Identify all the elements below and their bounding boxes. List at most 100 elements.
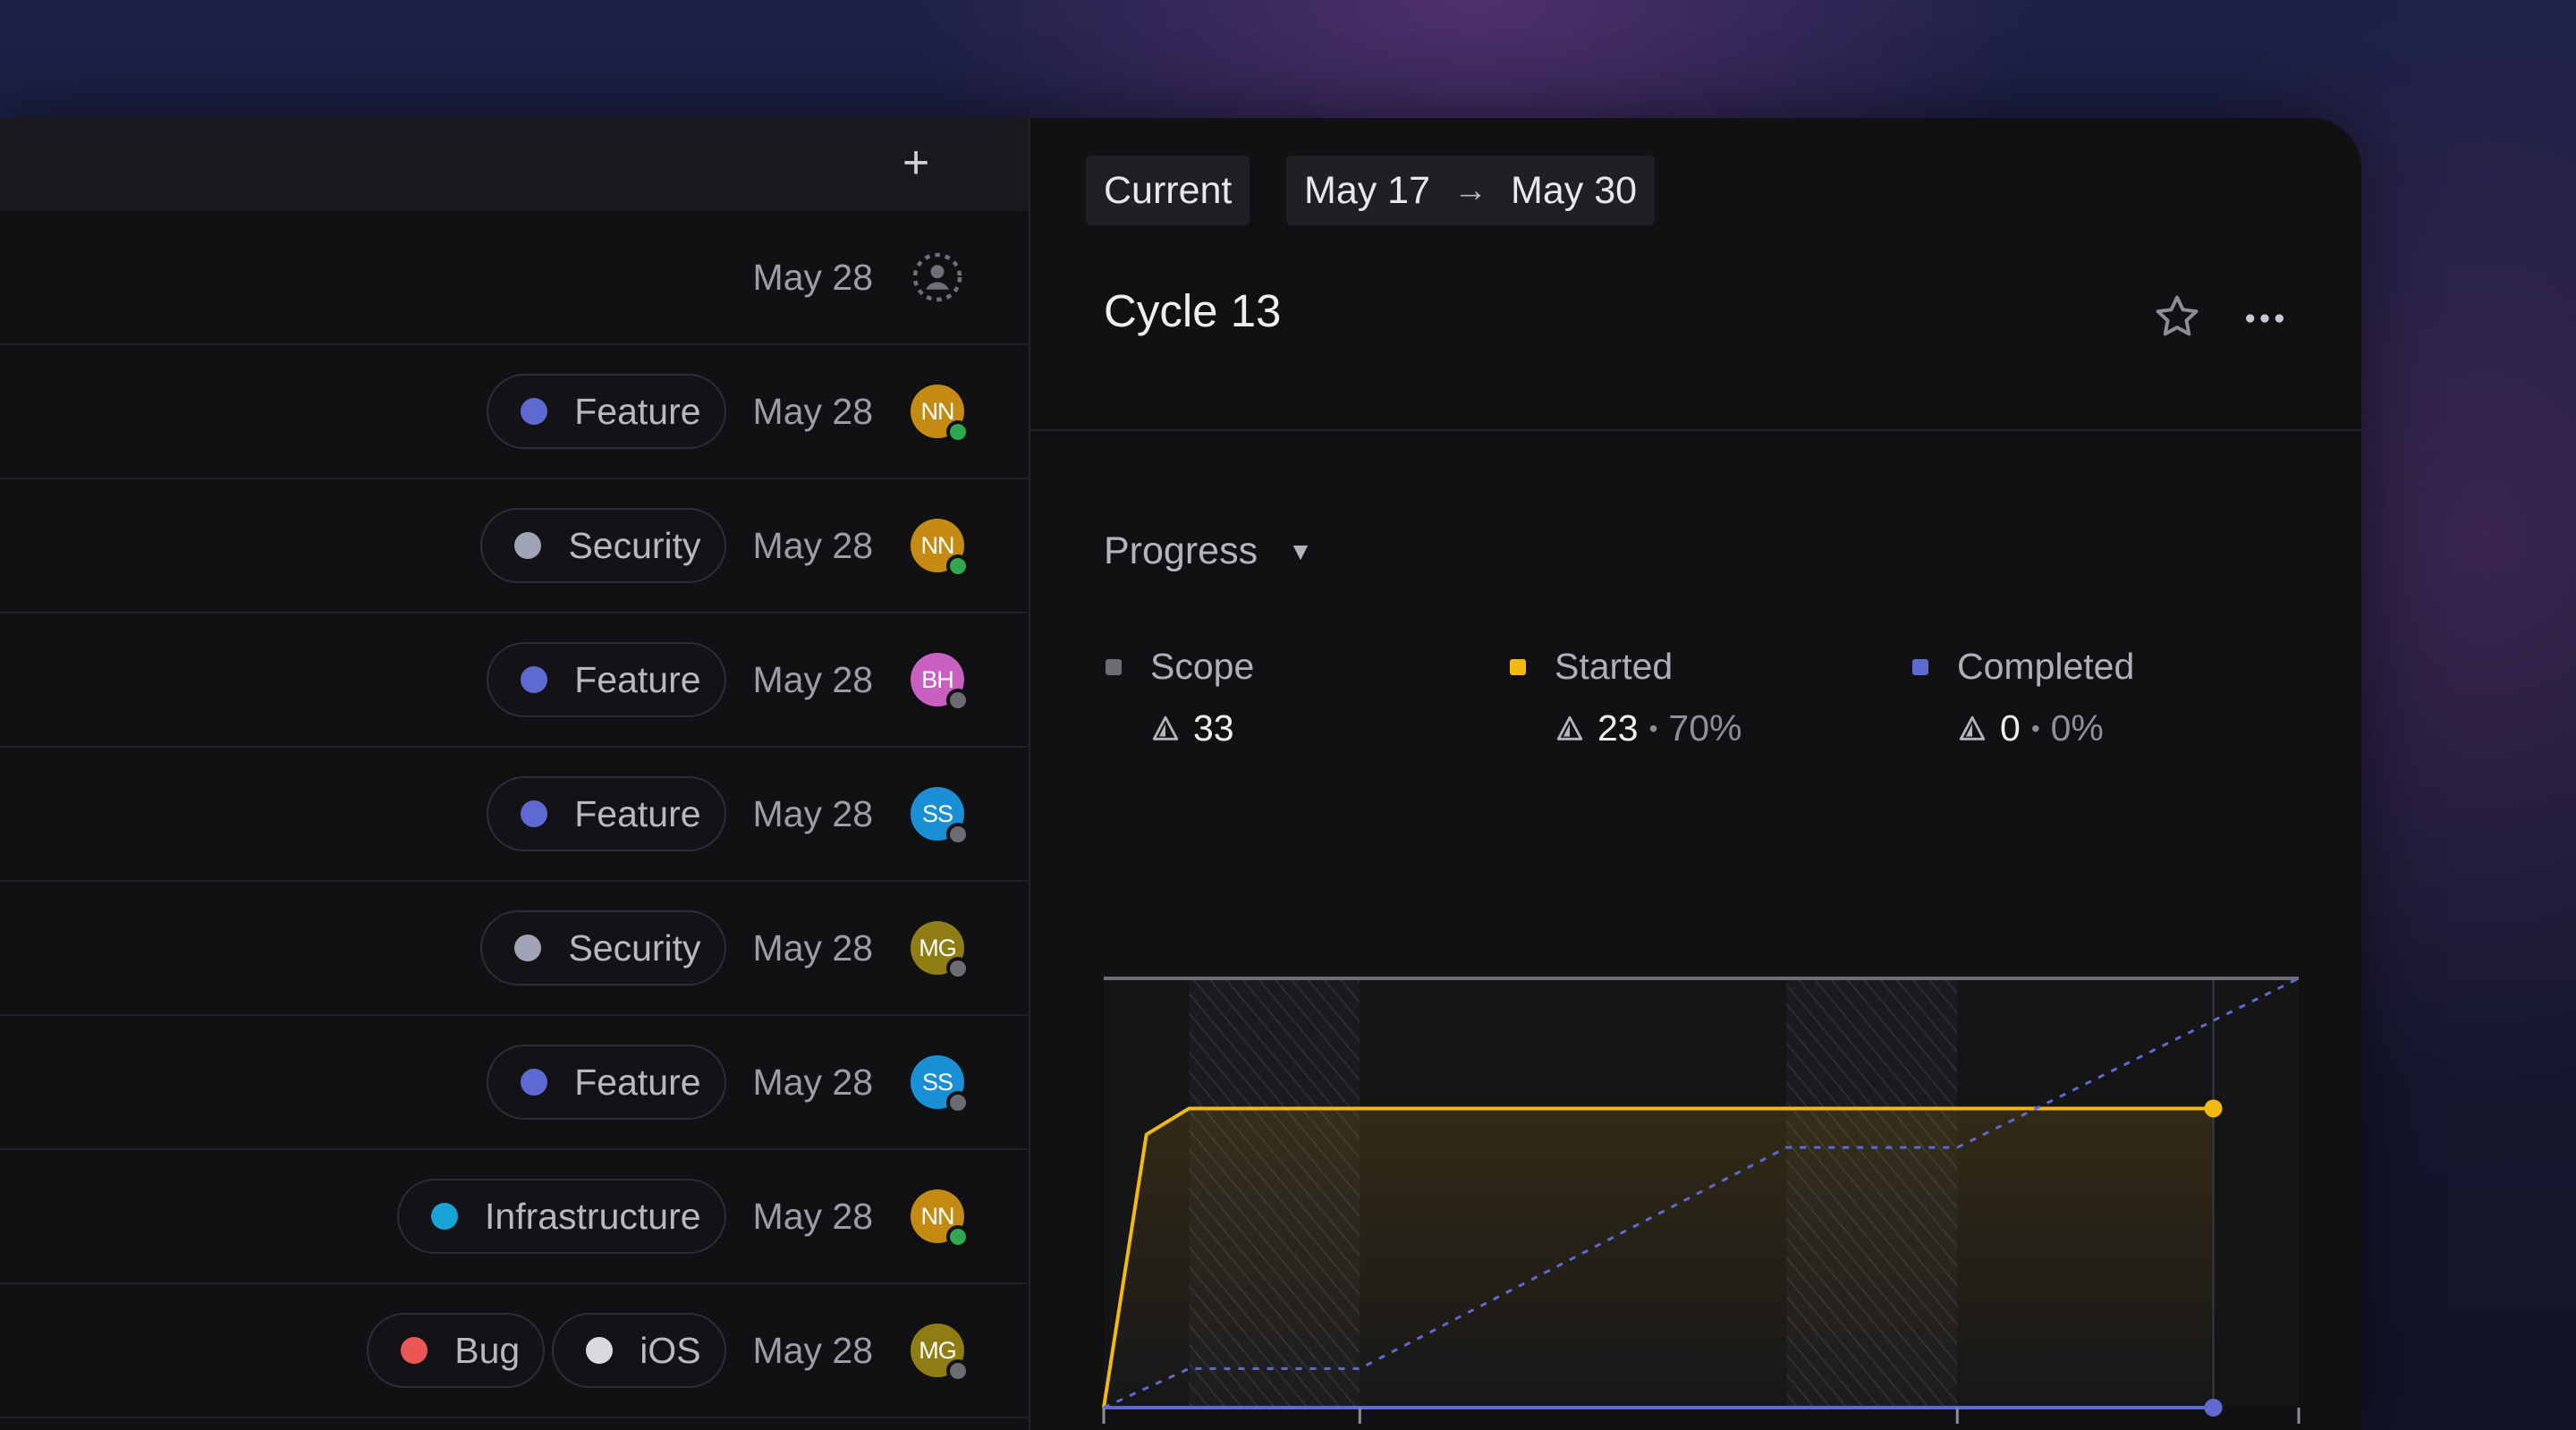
row-meta: Feature May 28 SS <box>487 748 970 880</box>
cycle-panel: Current May 17 → May 30 Cycle 13 Progres… <box>1030 118 2361 1430</box>
label-color-dot <box>521 1069 548 1096</box>
stat-value: 33 <box>1150 707 1254 749</box>
star-icon[interactable] <box>2152 292 2202 342</box>
stat-completed: Completed 0 • 0% <box>1903 646 2134 749</box>
started-area <box>1104 1108 2214 1408</box>
label-color-dot <box>514 935 542 961</box>
label-chip[interactable]: Infrastructure <box>397 1179 726 1254</box>
list-item[interactable]: Feature May 28 SS <box>0 1016 1029 1150</box>
due-date: May 28 <box>752 524 873 566</box>
progress-dropdown[interactable]: Progress ▼ <box>1104 529 1313 573</box>
list-item[interactable]: Feature May 28 BH <box>0 613 1029 748</box>
stat-scope: Scope 33 <box>1097 646 1254 749</box>
presence-status-dot <box>946 1359 970 1383</box>
stat-count: 0 <box>2000 707 2021 749</box>
more-options-icon[interactable] <box>2240 293 2290 343</box>
list-item[interactable]: Infrastructure May 28 NN <box>0 1150 1029 1284</box>
stat-header: Scope <box>1097 646 1254 688</box>
avatar[interactable]: NN <box>911 519 970 578</box>
estimate-icon <box>1556 715 1583 740</box>
label-chip[interactable]: Feature <box>487 642 726 717</box>
row-meta: Feature May 28 NN <box>487 345 970 478</box>
completed-end-point <box>2204 1399 2223 1417</box>
avatar-initials: MG <box>919 934 956 961</box>
due-date: May 28 <box>752 1329 873 1371</box>
row-meta: Security May 28 NN <box>480 479 970 612</box>
presence-status-dot <box>946 554 970 578</box>
range-start: May 17 <box>1304 168 1431 212</box>
stat-header: Started <box>1501 646 1741 688</box>
avatar[interactable]: MG <box>911 921 970 980</box>
current-cycle-pill[interactable]: Current <box>1086 156 1250 225</box>
separator-dot: • <box>1648 714 1658 742</box>
presence-status-dot <box>946 1091 970 1114</box>
label-color-dot <box>521 398 548 425</box>
label-name: Security <box>568 927 701 969</box>
row-meta: Bug iOS May 28 MG <box>367 1284 970 1417</box>
label-color-dot <box>521 666 548 693</box>
label-chip[interactable]: Bug <box>367 1313 546 1388</box>
stat-count: 33 <box>1193 707 1234 749</box>
stat-percent: 70% <box>1668 707 1742 749</box>
stat-started: Started 23 • 70% <box>1501 646 1741 749</box>
started-end-point <box>2204 1099 2223 1118</box>
avatar-initials: NN <box>920 397 955 425</box>
due-date: May 28 <box>752 256 873 298</box>
stat-name: Started <box>1555 646 1674 687</box>
row-meta: Feature May 28 SS <box>487 1016 970 1148</box>
avatar-initials: NN <box>920 1202 955 1230</box>
stat-value: 23 • 70% <box>1555 707 1741 749</box>
list-item[interactable]: Feature May 28 SS <box>0 748 1029 882</box>
label-chip[interactable]: Feature <box>487 776 726 851</box>
label-chip[interactable]: Feature <box>487 1045 726 1120</box>
row-meta: Infrastructure May 28 NN <box>397 1150 970 1282</box>
list-item[interactable]: May 28 <box>0 211 1029 345</box>
label-chip[interactable]: iOS <box>552 1313 726 1388</box>
cycle-title: Cycle 13 <box>1104 285 1282 336</box>
presence-status-dot <box>946 1225 970 1248</box>
stat-header: Completed <box>1903 646 2134 688</box>
list-item[interactable]: Security May 28 NN <box>0 479 1029 613</box>
label-chip[interactable]: Security <box>480 508 726 583</box>
avatar[interactable]: SS <box>911 787 970 846</box>
due-date: May 28 <box>752 927 873 969</box>
stat-name: Completed <box>1957 646 2135 687</box>
progress-label: Progress <box>1104 529 1258 572</box>
burnup-chart: May 17May 20May 27May 31 <box>1102 977 2301 1424</box>
estimate-icon <box>1959 715 1986 740</box>
unassigned-user-icon[interactable] <box>911 250 964 304</box>
list-item[interactable]: Security May 28 MG <box>0 882 1029 1016</box>
label-color-dot <box>514 532 542 559</box>
stat-value: 0 • 0% <box>1957 707 2134 749</box>
label-name: Feature <box>574 658 701 700</box>
label-color-dot <box>586 1337 614 1364</box>
list-item[interactable]: Bug iOS May 28 MG <box>0 1284 1029 1418</box>
label-color-dot <box>401 1337 428 1364</box>
cycle-date-range[interactable]: May 17 → May 30 <box>1286 156 1656 225</box>
label-name: Feature <box>574 390 701 432</box>
avatar-initials: BH <box>921 665 954 693</box>
label-chip[interactable]: Feature <box>487 374 726 449</box>
label-name: iOS <box>640 1329 701 1371</box>
avatar-initials: NN <box>920 531 955 559</box>
label-color-dot <box>521 800 548 827</box>
presence-status-dot <box>946 689 970 712</box>
list-item[interactable]: Feature May 28 NN <box>0 345 1029 479</box>
presence-status-dot <box>946 823 970 846</box>
series-line-started <box>1102 1106 2214 1409</box>
series-line-projection <box>1103 977 2300 1409</box>
avatar[interactable]: BH <box>911 653 970 712</box>
avatar[interactable]: NN <box>911 385 970 444</box>
separator-dot: • <box>2030 714 2040 742</box>
label-chip[interactable]: Security <box>480 910 726 986</box>
avatar[interactable]: MG <box>911 1324 970 1383</box>
caret-down-icon: ▼ <box>1288 537 1313 565</box>
add-issue-button[interactable]: + <box>902 137 930 189</box>
legend-swatch <box>1510 658 1526 675</box>
avatar[interactable]: NN <box>911 1189 970 1248</box>
range-end: May 30 <box>1511 168 1638 212</box>
avatar-initials: SS <box>921 800 953 827</box>
avatar[interactable]: SS <box>911 1055 970 1114</box>
avatar-initials: SS <box>921 1068 953 1096</box>
stat-percent: 0% <box>2050 707 2104 749</box>
